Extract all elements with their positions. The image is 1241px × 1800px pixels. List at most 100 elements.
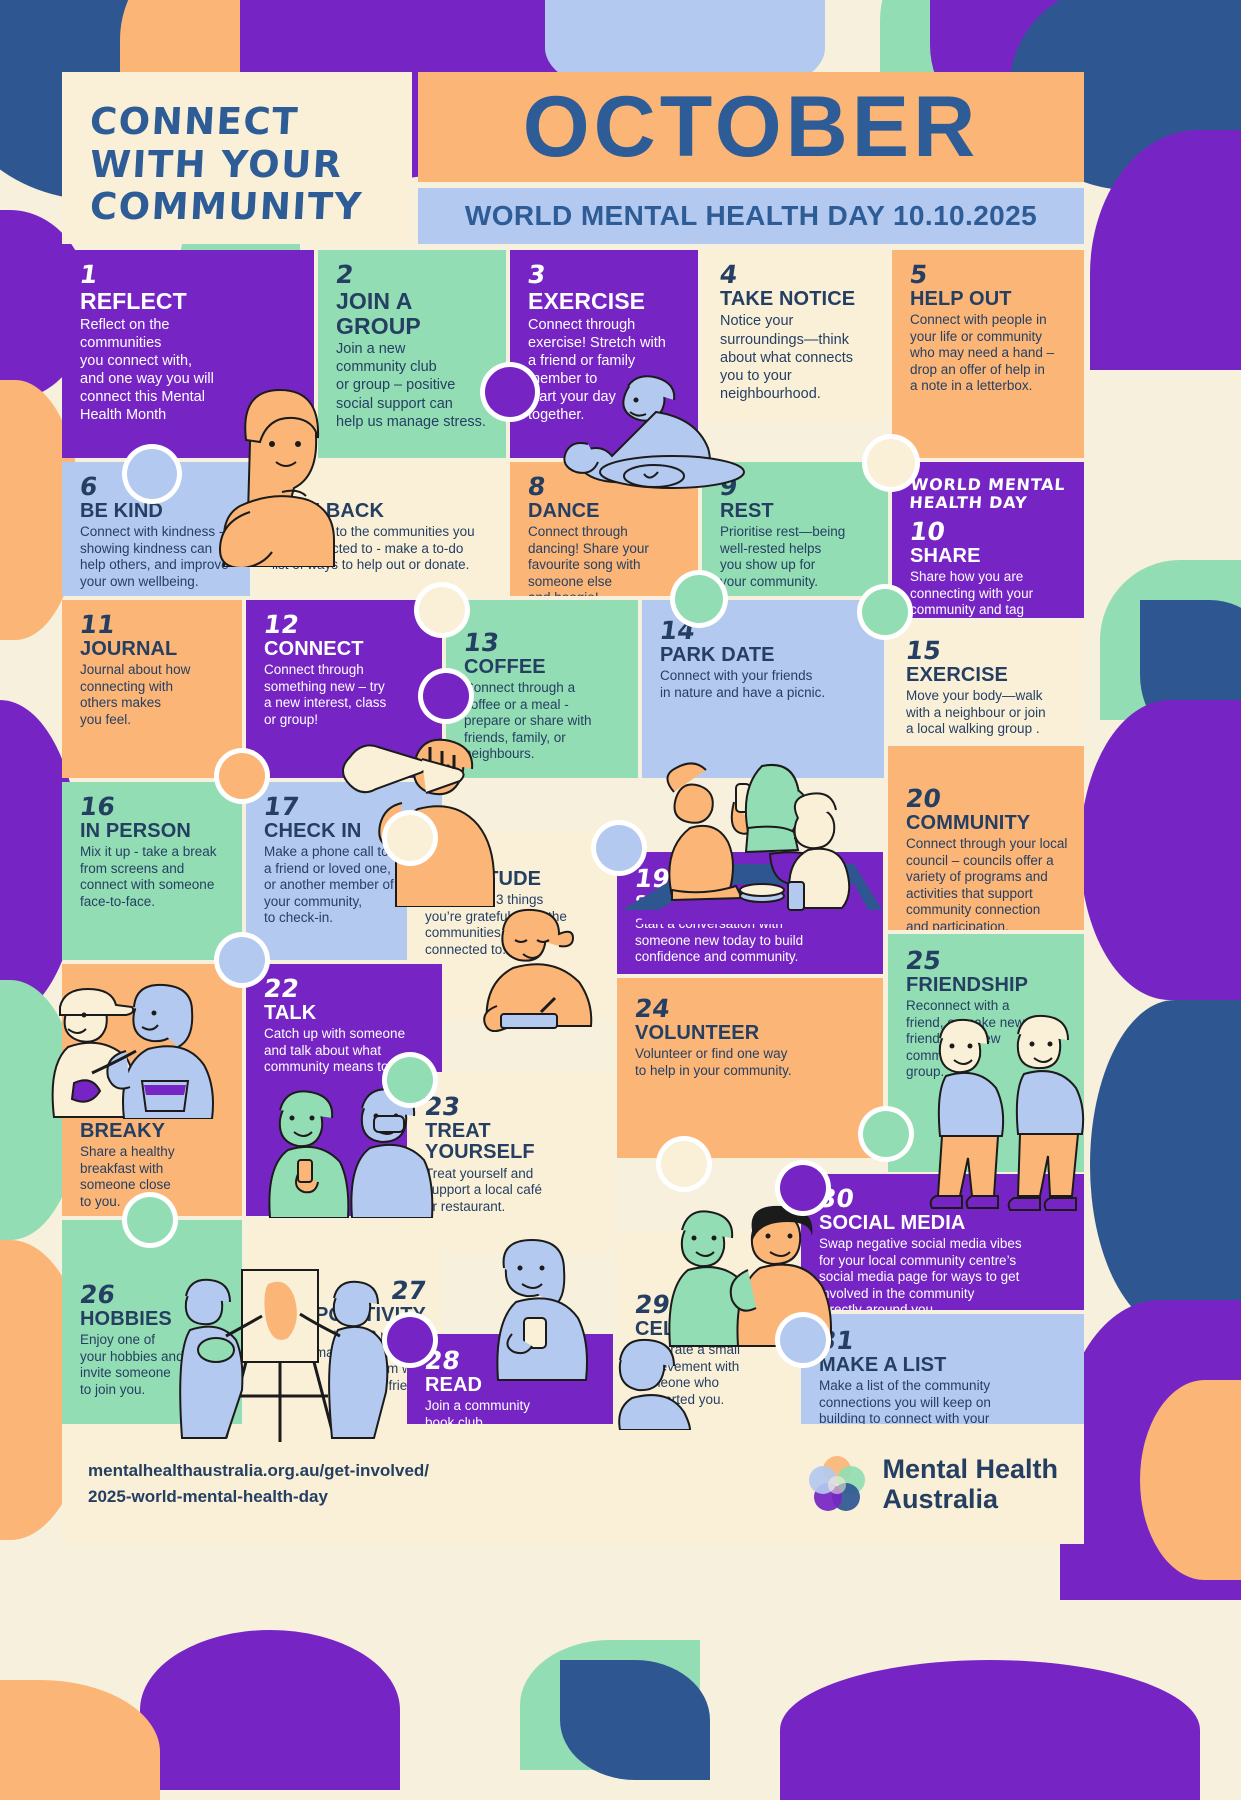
day-body: Connect with kindness - showing kindness… bbox=[80, 524, 229, 589]
day-title: HELP OUT bbox=[910, 288, 1012, 310]
day-title: CONNECT bbox=[264, 638, 364, 660]
day-tile-9[interactable]: 9 REST Prioritise rest—being well-rested… bbox=[702, 462, 888, 596]
day-tile-6[interactable]: 6 BE KIND Connect with kindness - showin… bbox=[62, 462, 250, 596]
day-tile-26[interactable]: 26 HOBBIES Enjoy one of your hobbies and… bbox=[62, 1220, 242, 1424]
day-body: Swap negative social media vibes for you… bbox=[819, 1236, 1022, 1310]
subtitle-banner: WORLD MENTAL HEALTH DAY 10.10.2025 bbox=[418, 188, 1084, 244]
day-number: 12 bbox=[261, 610, 301, 639]
day-tile-31[interactable]: 31 MAKE A LIST Make a list of the commun… bbox=[801, 1314, 1084, 1424]
day-title: JOURNAL bbox=[80, 638, 178, 660]
day-number: 18 bbox=[422, 840, 462, 869]
day-body: Give back to the communities you are con… bbox=[272, 524, 475, 573]
day-number: 9 bbox=[717, 472, 740, 501]
day-title: REFLECT bbox=[80, 288, 187, 314]
day-tile-13[interactable]: 13 COFFEE Connect through a coffee or a … bbox=[446, 600, 638, 778]
day-title: MAKE A LIST bbox=[819, 1354, 947, 1376]
day-tile-20[interactable]: 20 COMMUNITY Connect through your local … bbox=[888, 746, 1084, 930]
puzzle-knob bbox=[122, 444, 182, 504]
day-title: BE KIND bbox=[80, 500, 163, 522]
footer-url-line-2: 2025-world-mental-health-day bbox=[88, 1487, 328, 1506]
puzzle-knob bbox=[414, 582, 470, 638]
day-number: 21 bbox=[77, 1092, 117, 1121]
day-tile-30[interactable]: 30 SOCIAL MEDIA Swap negative social med… bbox=[801, 1174, 1084, 1310]
footer-url-line-1: mentalhealthaustralia.org.au/get-involve… bbox=[88, 1460, 430, 1480]
puzzle-knob bbox=[480, 362, 540, 422]
day-title: GRATITUDE bbox=[425, 868, 542, 890]
day-tile-8[interactable]: 8 DANCE Connect through dancing! Share y… bbox=[510, 462, 698, 596]
day-tile-10[interactable]: WORLD MENTAL HEALTH DAY 10 SHARE Share h… bbox=[892, 462, 1084, 618]
day-title: REST bbox=[720, 500, 774, 522]
day-tile-11[interactable]: 11 JOURNAL Journal about how connecting … bbox=[62, 600, 242, 778]
bg-petal bbox=[0, 1680, 160, 1800]
day-tile-24[interactable]: 24 VOLUNTEER Volunteer or find one way t… bbox=[617, 978, 883, 1158]
day-body: Connect through dancing! Share your favo… bbox=[528, 524, 649, 596]
day-number: 2 bbox=[333, 260, 356, 289]
puzzle-knob bbox=[382, 1052, 438, 1108]
day-title: COFFEE bbox=[464, 656, 546, 678]
day-number: 20 bbox=[903, 784, 943, 813]
day-body: Celebrate a small achievement with someo… bbox=[635, 1342, 741, 1407]
day-number: 27 bbox=[389, 1276, 429, 1305]
day-body: Catch up with someone and talk about wha… bbox=[264, 1026, 418, 1075]
day-body: Connect with people in your life or comm… bbox=[910, 312, 1055, 394]
day-body: Join a community book club. bbox=[425, 1398, 531, 1424]
day-title: PARK DATE bbox=[660, 644, 775, 666]
day-number: 7 bbox=[269, 472, 292, 501]
day-number: 8 bbox=[525, 472, 548, 501]
day-number: 26 bbox=[77, 1280, 117, 1309]
day-body: Share a healthy breakfast with someone c… bbox=[80, 1144, 175, 1209]
day-body: Reflect on the communities you connect w… bbox=[80, 316, 214, 424]
day-title: SOCIAL MEDIA bbox=[819, 1212, 966, 1234]
puzzle-knob bbox=[122, 1192, 178, 1248]
day-tile-29[interactable]: 29 CELEBRATE Celebrate a small achieveme… bbox=[617, 1232, 797, 1424]
day-number: 15 bbox=[903, 636, 943, 665]
day-tile-19[interactable]: 19 SAY HELLO Start a conversation with s… bbox=[617, 852, 883, 974]
day-body: Connect through a coffee or a meal - pre… bbox=[464, 680, 592, 762]
footer-url[interactable]: mentalhealthaustralia.org.au/get-involve… bbox=[88, 1458, 429, 1511]
day-body: Share how you are connecting with your c… bbox=[910, 569, 1034, 618]
day-title: EXERCISE bbox=[528, 288, 646, 314]
puzzle-knob bbox=[656, 1136, 712, 1192]
day-tile-3[interactable]: 3 EXERCISE Connect through exercise! Str… bbox=[510, 250, 698, 458]
day-number: 23 bbox=[422, 1092, 462, 1121]
day-number: 22 bbox=[261, 974, 301, 1003]
organisation-logo: Mental Health Australia bbox=[806, 1453, 1058, 1515]
day-body: Connect with your friends in nature and … bbox=[660, 668, 826, 700]
day-title: TALK bbox=[264, 1002, 317, 1024]
day-tile-4[interactable]: 4 TAKE NOTICE Notice your surroundings—t… bbox=[702, 250, 888, 420]
day-title: IN PERSON bbox=[80, 820, 191, 842]
day-number: 5 bbox=[907, 260, 930, 289]
logo-flower-icon bbox=[806, 1453, 868, 1515]
day-number: 16 bbox=[77, 792, 117, 821]
day-tile-7[interactable]: 7 GIVE BACK Give back to the communities… bbox=[254, 462, 506, 596]
day-tile-16[interactable]: 16 IN PERSON Mix it up - take a break fr… bbox=[62, 782, 242, 960]
day-tile-14[interactable]: 14 PARK DATE Connect with your friends i… bbox=[642, 600, 884, 778]
poster-card: CONNECT WITH YOUR COMMUNITY OCTOBER WORL… bbox=[51, 72, 1085, 1544]
day-number: 29 bbox=[632, 1290, 672, 1319]
day-tile-2[interactable]: 2 JOIN A GROUP Join a new community club… bbox=[318, 250, 506, 458]
day-body: Treat yourself and support a local café … bbox=[425, 1165, 543, 1214]
puzzle-knob bbox=[214, 932, 270, 988]
day-title: FRIENDSHIP bbox=[906, 974, 1029, 996]
day-tile-28[interactable]: 28 READ Join a community book club. bbox=[407, 1334, 613, 1424]
day-number: 30 bbox=[816, 1184, 856, 1213]
day-body: Volunteer or find one way to help in you… bbox=[635, 1046, 792, 1078]
month-label: OCTOBER bbox=[522, 78, 980, 175]
logo-line-2: Australia bbox=[882, 1484, 999, 1514]
day-number: 13 bbox=[461, 628, 501, 657]
day-number: 1 bbox=[77, 260, 100, 289]
day-tile-12[interactable]: 12 CONNECT Connect through something new… bbox=[246, 600, 442, 778]
day-title: GIVE BACK bbox=[272, 500, 385, 522]
day-tile-15[interactable]: 15 EXERCISE Move your body—walk with a n… bbox=[888, 622, 1084, 742]
day-tile-21[interactable]: 21 BREAKY Share a healthy breakfast with… bbox=[62, 964, 242, 1216]
day-tile-1[interactable]: 1 REFLECT Reflect on the communities you… bbox=[62, 250, 314, 458]
bg-petal bbox=[1090, 1000, 1241, 1330]
day-body: Reconnect with a friend, or make new fri… bbox=[906, 998, 1025, 1080]
day-tile-5[interactable]: 5 HELP OUT Connect with people in your l… bbox=[892, 250, 1084, 458]
puzzle-knob bbox=[775, 1312, 831, 1368]
headline-line-1: CONNECT bbox=[88, 99, 300, 143]
day-body: Write down 3 things you’re grateful for … bbox=[425, 892, 567, 957]
day-body: Connect through your local council – cou… bbox=[906, 836, 1068, 930]
day-number: 19 bbox=[632, 864, 672, 893]
day-tile-25[interactable]: 25 FRIENDSHIP Reconnect with a friend, o… bbox=[888, 934, 1084, 1172]
